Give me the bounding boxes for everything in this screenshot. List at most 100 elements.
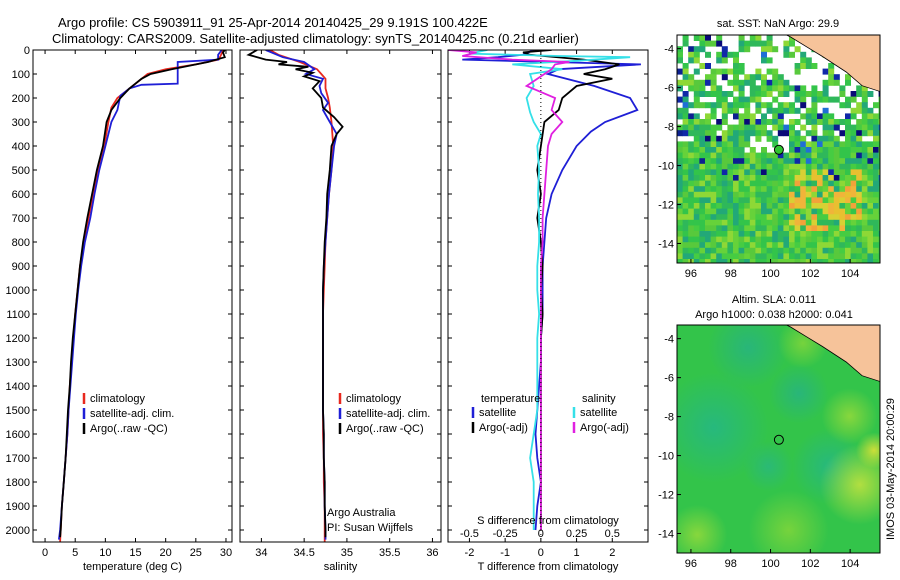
sla-anomaly-blob	[855, 432, 880, 469]
sst-cell	[721, 242, 728, 249]
sst-cell	[693, 147, 700, 153]
sst-cell	[794, 219, 801, 226]
sst-cell	[699, 85, 706, 92]
sst-cell	[688, 147, 695, 153]
sst-cell	[878, 253, 880, 260]
sst-cell	[705, 124, 711, 131]
sst-cell	[693, 51, 700, 58]
sst-cell	[705, 40, 711, 47]
sst-cell	[738, 236, 745, 243]
sst-cell	[783, 91, 790, 97]
sst-cell	[772, 253, 779, 260]
sst-cell	[861, 253, 868, 260]
sst-cell	[783, 102, 790, 109]
sst-cell	[839, 180, 846, 187]
sst-cell	[845, 208, 851, 215]
sst-cell	[867, 191, 874, 198]
sst-cell	[677, 113, 683, 120]
sst-cell	[693, 225, 700, 232]
sst-cell	[699, 130, 706, 137]
sst-cell	[805, 152, 812, 159]
sst-cell	[738, 35, 745, 41]
sst-cell	[822, 107, 829, 114]
sst-cell	[705, 180, 711, 187]
sst-cell	[738, 85, 745, 92]
sst-cell	[744, 169, 751, 176]
sst-cell	[805, 119, 812, 125]
sst-cell	[850, 203, 857, 209]
sst-cell	[744, 102, 751, 109]
sst-cell	[828, 247, 835, 254]
sst-cell	[828, 96, 835, 103]
sst-cell	[733, 51, 739, 58]
sst-cell	[878, 197, 880, 204]
sst-cell	[749, 158, 756, 165]
sst-cell	[716, 259, 723, 263]
sst-cell	[693, 236, 700, 243]
sst-cell	[777, 124, 784, 131]
sst-cell	[861, 169, 868, 176]
argo-position-marker	[773, 144, 784, 155]
sst-cell	[856, 219, 863, 226]
sst-cell	[828, 152, 835, 159]
sst-cell	[738, 219, 745, 226]
sst-cell	[811, 141, 818, 148]
sst-cell	[867, 130, 874, 137]
sst-cell	[861, 107, 868, 114]
sst-cell	[766, 46, 773, 53]
sst-cell	[822, 130, 829, 137]
sst-cell	[705, 236, 711, 243]
sst-cell	[705, 219, 711, 226]
sst-cell	[721, 253, 728, 260]
sst-cell	[783, 214, 790, 221]
sst-cell	[710, 152, 717, 159]
sst-cell	[861, 91, 868, 97]
legend-label: satellite-adj. clim.	[90, 408, 174, 420]
sst-cell	[699, 124, 706, 131]
x-tick-label: -2	[465, 547, 475, 559]
sst-cell	[800, 253, 807, 260]
sst-cell	[873, 197, 879, 204]
sst-cell	[738, 96, 745, 103]
sst-cell	[677, 57, 683, 64]
sst-cell	[828, 180, 835, 187]
sst-cell	[811, 253, 818, 260]
sst-cell	[833, 225, 840, 232]
sst-cell	[833, 96, 840, 103]
sst-cell	[822, 135, 829, 142]
sst-cell	[856, 152, 863, 159]
sst-cell	[833, 158, 840, 165]
sst-cell	[789, 219, 795, 226]
sst-cell	[777, 214, 784, 221]
legend-label: Argo(..raw -QC)	[90, 423, 168, 435]
temperature-panel: 0100200300400500600700800900100011001200…	[6, 45, 233, 573]
sst-cell	[688, 113, 695, 120]
sst-cell	[845, 175, 851, 181]
sst-cell	[766, 175, 773, 181]
sst-cell	[766, 186, 773, 193]
sst-cell	[777, 175, 784, 181]
sst-cell	[727, 130, 734, 137]
sst-cell	[733, 186, 739, 193]
sst-cell	[800, 231, 807, 237]
sst-cell	[783, 152, 790, 159]
sst-cell	[716, 219, 723, 226]
sst-cell	[766, 102, 773, 109]
sst-cell	[867, 158, 874, 165]
x-tick-label: 25	[190, 547, 202, 559]
sst-cell	[749, 163, 756, 170]
sst-cell	[828, 191, 835, 198]
sst-cell	[682, 107, 689, 114]
sst-cell	[727, 152, 734, 159]
sst-cell	[682, 152, 689, 159]
sst-cell	[727, 68, 734, 75]
sst-cell	[693, 130, 700, 137]
sst-cell	[794, 259, 801, 263]
x-tick-label: 10	[99, 547, 111, 559]
sst-cell	[693, 35, 700, 41]
sst-cell	[761, 119, 767, 125]
sst-cell	[727, 79, 734, 86]
sst-cell	[749, 236, 756, 243]
sst-cell	[822, 186, 829, 193]
